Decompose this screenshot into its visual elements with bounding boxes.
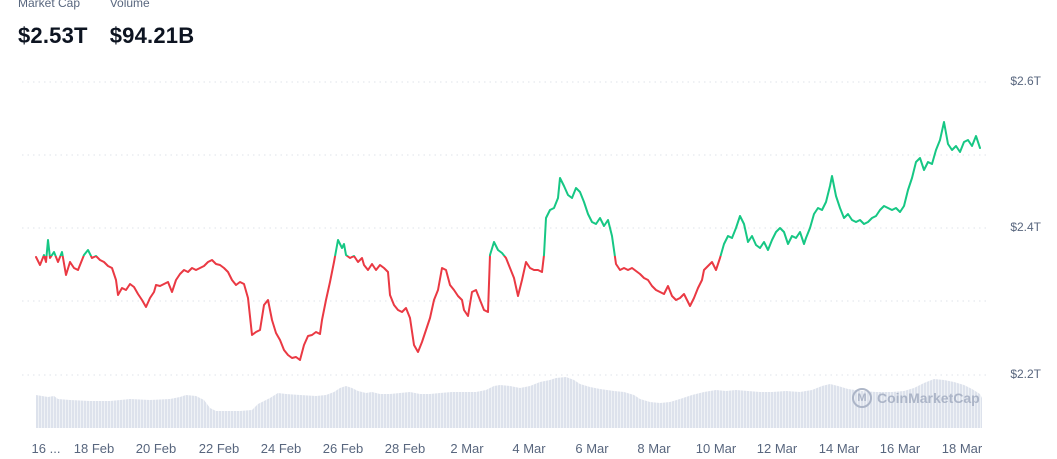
x-tick-label: 12 Mar [756,441,798,456]
coinmarketcap-watermark: M CoinMarketCap [852,388,980,408]
x-tick-label: 18 Mar [941,441,983,456]
watermark-text: CoinMarketCap [877,390,980,406]
stats-header: Market Cap $2.53T Volume $94.21B [18,0,194,49]
grid-lines [22,81,990,376]
volume-stat: Volume $94.21B [110,0,195,49]
y-tick-label: $2.6T [1010,74,1041,88]
volume-label: Volume [109,0,150,10]
coinmarketcap-logo-icon: M [852,388,872,408]
y-tick-label: $2.2T [1010,367,1041,381]
x-tick-label: 22 Feb [198,441,240,456]
x-tick-label: 26 Feb [322,441,364,456]
market-cap-stat: Market Cap $2.53T [18,0,88,49]
price-line-up [36,121,981,256]
volume-area [36,377,982,428]
x-tick-label: 16 Mar [879,441,921,456]
x-tick-label: 16 ... [31,441,61,456]
x-tick-label: 6 Mar [575,441,609,456]
market-cap-value: $2.53T [18,23,88,48]
x-tick-label: 28 Feb [384,441,426,456]
volume-value: $94.21B [109,23,195,48]
x-tick-label: 2 Mar [450,441,484,456]
x-tick-label: 10 Mar [695,441,737,456]
x-tick-label: 8 Mar [637,441,671,456]
market-cap-label: Market Cap [18,0,81,10]
x-tick-label: 14 Mar [818,441,860,456]
x-tick-label: 4 Mar [512,441,546,456]
y-tick-label: $2.4T [1010,220,1041,234]
x-tick-label: 20 Feb [135,441,177,456]
x-tick-label: 24 Feb [260,441,302,456]
x-tick-label: 18 Feb [73,441,115,456]
price-line-down [35,256,722,361]
